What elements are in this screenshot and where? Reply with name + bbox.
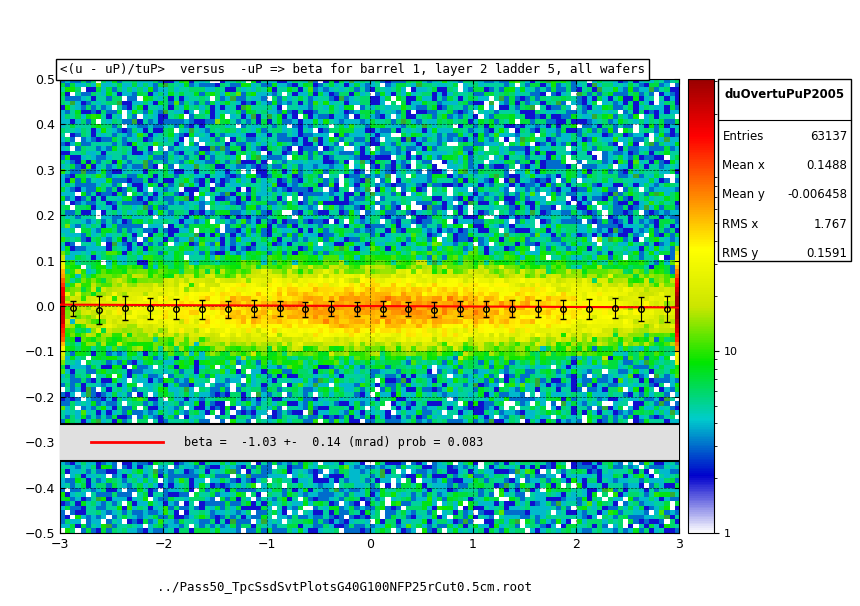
- Text: -0.006458: -0.006458: [787, 188, 847, 201]
- Text: Entries: Entries: [722, 130, 764, 143]
- Text: Mean x: Mean x: [722, 159, 765, 172]
- Text: 0.1488: 0.1488: [806, 159, 847, 172]
- Text: 1.767: 1.767: [814, 218, 847, 230]
- Text: 63137: 63137: [810, 130, 847, 143]
- Text: 0.1591: 0.1591: [806, 247, 847, 259]
- Text: beta =  -1.03 +-  0.14 (mrad) prob = 0.083: beta = -1.03 +- 0.14 (mrad) prob = 0.083: [184, 436, 483, 449]
- Text: ../Pass50_TpcSsdSvtPlotsG40G100NFP25rCut0.5cm.root: ../Pass50_TpcSsdSvtPlotsG40G100NFP25rCut…: [157, 581, 531, 594]
- Text: duOvertuPuP2005: duOvertuPuP2005: [725, 88, 845, 101]
- Text: RMS y: RMS y: [722, 247, 759, 259]
- Text: Mean y: Mean y: [722, 188, 765, 201]
- Bar: [60, 424, 679, 461]
- Text: RMS x: RMS x: [722, 218, 759, 230]
- Text: <(u - uP)/tuP>  versus  -uP => beta for barrel 1, layer 2 ladder 5, all wafers: <(u - uP)/tuP> versus -uP => beta for ba…: [60, 63, 645, 76]
